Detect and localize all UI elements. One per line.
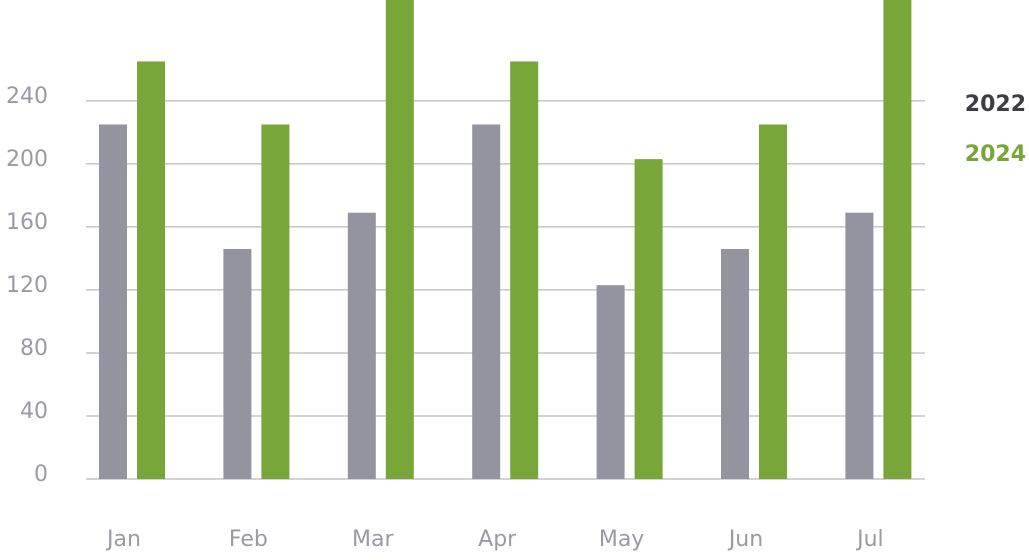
bar	[137, 61, 165, 479]
y-tick-label: 80	[20, 336, 48, 361]
y-tick-label: 0	[34, 462, 48, 487]
x-tick-label: Jan	[105, 527, 141, 552]
bar	[347, 212, 376, 479]
bar	[99, 124, 127, 479]
bar	[385, 0, 414, 479]
bar	[759, 124, 787, 479]
legend-label: 2024	[965, 142, 1026, 167]
x-tick-label: Mar	[352, 527, 394, 552]
bar	[883, 0, 912, 479]
x-tick-label: Apr	[478, 527, 517, 552]
x-tick-label: Jun	[727, 527, 763, 552]
bar	[634, 159, 663, 479]
bar	[223, 248, 252, 479]
x-tick-label: May	[599, 527, 644, 552]
bar	[261, 124, 290, 479]
bar	[845, 212, 874, 479]
y-tick-label: 240	[6, 84, 48, 109]
bar	[510, 61, 539, 479]
grid	[86, 100, 925, 480]
y-tick-label: 120	[6, 273, 48, 298]
y-tick-label: 160	[6, 210, 48, 235]
labels: 0 40 80 120 160 200 240 Jan Feb Mar Apr May Jun Jul 20…	[6, 84, 1026, 552]
y-tick-label: 200	[6, 147, 48, 172]
bar	[721, 248, 749, 479]
bar	[596, 285, 625, 479]
x-tick-label: Jul	[855, 527, 884, 552]
bars	[99, 0, 912, 479]
x-tick-label: Feb	[229, 527, 268, 552]
legend-label: 2022	[965, 92, 1026, 117]
y-tick-label: 40	[20, 399, 48, 424]
bar	[472, 124, 501, 479]
